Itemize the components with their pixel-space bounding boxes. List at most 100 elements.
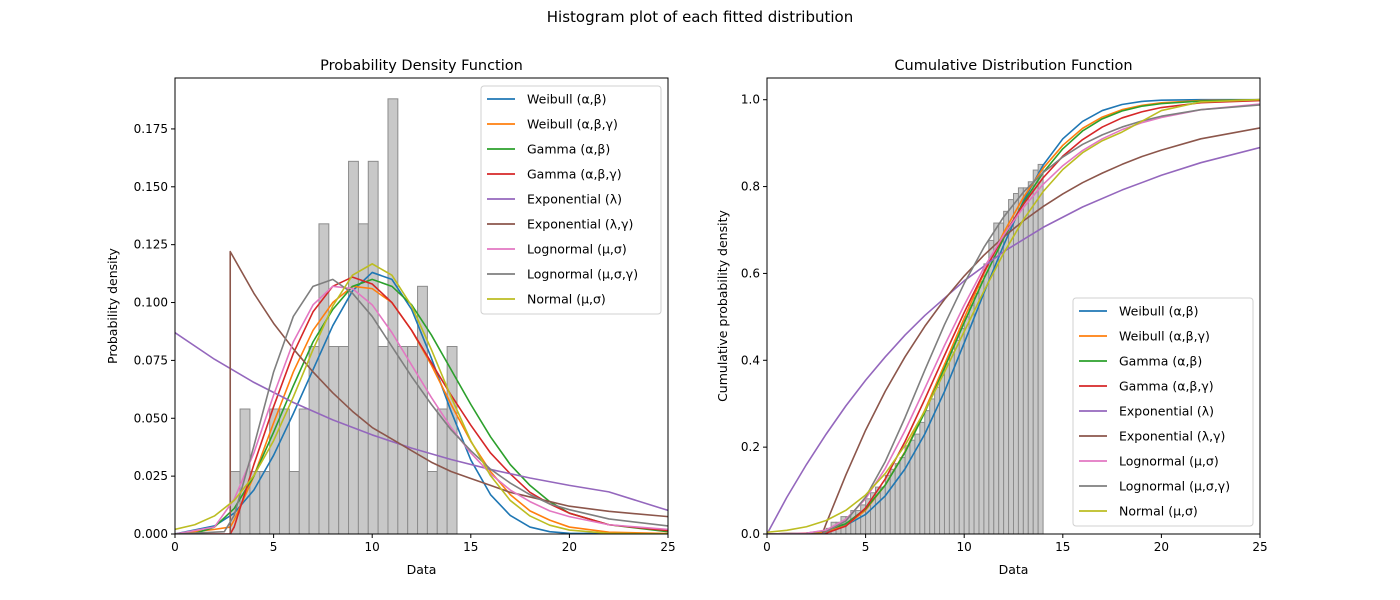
y-axis-label: Cumulative probability density <box>715 209 730 401</box>
histogram-bar <box>973 292 980 535</box>
series-line <box>767 98 1260 534</box>
histogram-bar <box>988 239 995 535</box>
series-line <box>175 331 668 512</box>
legend-label: Exponential (λ,γ) <box>1119 429 1225 444</box>
figure-title: Histogram plot of each fitted distributi… <box>546 8 854 26</box>
legend: Weibull (α,β) Weibull (α,β,γ) Gamma (α,β) G… <box>480 85 662 315</box>
series-line <box>767 98 1260 534</box>
histogram-bar <box>328 346 340 535</box>
y-axis: 0.0 0.2 0.4 0.6 0.8 1.0 <box>741 93 767 541</box>
legend-label: Gamma (α,β) <box>1119 354 1202 369</box>
histogram-bar <box>904 445 911 535</box>
histogram-bar <box>1037 163 1044 535</box>
legend-label: Exponential (λ,γ) <box>527 217 633 232</box>
histogram-bar <box>446 346 458 535</box>
histogram-bar <box>963 316 970 535</box>
legend-label: Gamma (α,β) <box>527 142 610 157</box>
x-tick-label: 25 <box>660 540 675 554</box>
histogram-bar <box>1008 199 1015 535</box>
y-tick-label: 0.2 <box>741 440 760 454</box>
legend-label: Weibull (α,β,γ) <box>527 117 618 132</box>
x-axis-label: Data <box>999 562 1029 577</box>
series-line <box>767 146 1260 534</box>
y-tick-label: 0.150 <box>134 180 168 194</box>
histogram-bar <box>239 408 251 535</box>
legend-box <box>1072 297 1254 527</box>
histogram-bar <box>958 328 965 535</box>
y-tick-label: 0.6 <box>741 266 760 280</box>
legend-box <box>480 85 662 315</box>
legend-label: Weibull (α,β) <box>527 92 607 107</box>
x-axis: 0 5 10 15 20 25 <box>763 534 1268 554</box>
series-line <box>175 278 668 534</box>
histogram-bar <box>879 486 886 535</box>
series-line <box>767 104 1260 534</box>
x-tick-label: 25 <box>1252 540 1267 554</box>
x-tick-label: 20 <box>1154 540 1169 554</box>
histogram-bar <box>1003 210 1010 535</box>
histogram-bar <box>953 339 960 535</box>
histogram-bar <box>397 346 409 535</box>
histogram-bar <box>1032 169 1039 535</box>
x-tick-label: 15 <box>1055 540 1070 554</box>
legend-label: Weibull (α,β) <box>1119 304 1199 319</box>
histogram-bar <box>367 160 379 535</box>
x-tick-label: 10 <box>365 540 380 554</box>
histogram-bar <box>259 471 271 535</box>
histogram-bar <box>894 463 901 535</box>
legend-label: Lognormal (μ,σ,γ) <box>527 267 638 282</box>
x-tick-label: 0 <box>171 540 179 554</box>
x-axis: 0 5 10 15 20 25 <box>171 534 676 554</box>
y-tick-label: 0.025 <box>134 469 168 483</box>
plot-frame <box>174 77 669 535</box>
y-tick-label: 0.125 <box>134 238 168 252</box>
x-tick-label: 15 <box>463 540 478 554</box>
x-tick-label: 20 <box>562 540 577 554</box>
x-axis-label: Data <box>407 562 437 577</box>
legend-label: Normal (μ,σ) <box>1119 504 1198 519</box>
chart-title: Cumulative Distribution Function <box>894 58 1132 74</box>
histogram-bar <box>387 98 399 535</box>
legend-label: Weibull (α,β,γ) <box>1119 329 1210 344</box>
x-tick-label: 10 <box>957 540 972 554</box>
legend-label: Lognormal (μ,σ,γ) <box>1119 479 1230 494</box>
y-axis-label: Probability density <box>105 247 120 363</box>
legend-label: Gamma (α,β,γ) <box>527 167 622 182</box>
histogram-bar <box>298 408 310 535</box>
histogram-bar <box>968 304 975 535</box>
y-tick-label: 1.0 <box>741 93 760 107</box>
histogram-bar <box>279 408 290 535</box>
y-tick-label: 0.050 <box>134 411 168 425</box>
histogram-bar <box>426 471 438 535</box>
series-line <box>175 276 668 534</box>
legend-label: Exponential (λ) <box>1119 404 1214 419</box>
chart-panel-2: 0 5 10 15 20 25 0.0 0.2 0.4 0.6 0.8 1.0 Cumulative D… <box>715 58 1268 577</box>
series-line <box>767 127 1260 534</box>
histogram-bar <box>288 471 300 535</box>
y-tick-label: 0.175 <box>134 122 168 136</box>
legend-label: Lognormal (μ,σ) <box>527 242 627 257</box>
histogram-bar <box>338 346 350 535</box>
y-tick-label: 0.075 <box>134 353 168 367</box>
x-tick-label: 0 <box>763 540 771 554</box>
x-tick-label: 5 <box>862 540 870 554</box>
histogram <box>229 98 458 535</box>
series-line <box>767 99 1260 534</box>
series-lines <box>767 98 1260 534</box>
series-line <box>175 263 668 534</box>
y-tick-label: 0.100 <box>134 296 168 310</box>
histogram-bar <box>407 346 419 535</box>
y-tick-label: 0.000 <box>134 527 168 541</box>
x-tick-label: 5 <box>270 540 278 554</box>
series-line <box>175 285 668 534</box>
histogram-bar <box>978 281 985 535</box>
chart-panel-1: 0 5 10 15 20 25 0.000 0.025 0.050 0.075 0.100 0.125… <box>105 58 676 577</box>
histogram-bar <box>348 160 359 535</box>
plot-frame <box>766 77 1261 535</box>
legend-label: Gamma (α,β,γ) <box>1119 379 1214 394</box>
legend-label: Normal (μ,σ) <box>527 292 606 307</box>
legend-label: Exponential (λ) <box>527 192 622 207</box>
y-tick-label: 0.0 <box>741 527 760 541</box>
